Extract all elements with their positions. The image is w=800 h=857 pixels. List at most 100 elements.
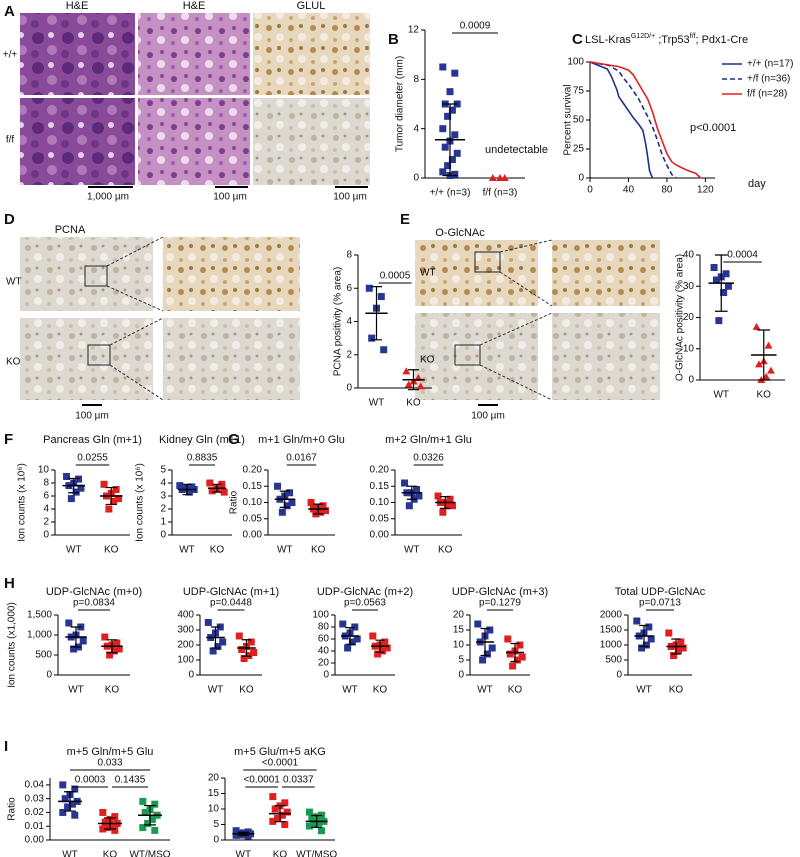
y-tick-label: 100	[567, 57, 584, 68]
data-point	[633, 617, 641, 625]
data-point	[439, 168, 447, 176]
x-tick-label: WT/MSO	[296, 850, 337, 857]
data-point	[383, 644, 391, 652]
y-tick-label: 0	[578, 173, 584, 184]
data-point	[381, 638, 389, 646]
data-point	[144, 819, 152, 827]
data-point	[402, 367, 411, 375]
y-tick-label: 15	[208, 788, 220, 799]
data-point	[413, 486, 421, 493]
data-point	[638, 644, 646, 652]
title-part: f/f	[690, 33, 696, 40]
scale-label: 100 µm	[213, 192, 247, 203]
y-tick-label: 2	[346, 349, 352, 360]
data-point	[474, 620, 482, 628]
data-point	[446, 88, 454, 96]
y-tick-label: 1	[160, 517, 166, 528]
micrograph	[163, 237, 300, 311]
y-tick-label: 20	[318, 658, 330, 669]
data-point	[139, 824, 147, 832]
chart-title: LSL-KrasG12D/+ ;Trp53f/f; Pdx1-Cre	[585, 33, 748, 46]
data-point	[238, 646, 246, 653]
error-bar	[480, 627, 490, 657]
data-point	[240, 655, 248, 662]
y-tick-label: 0.05	[243, 513, 263, 524]
annotation: p<0.0001	[690, 122, 736, 134]
survival-line	[589, 61, 678, 179]
comparison-label: p=0.0713	[639, 598, 681, 609]
y-tick-label: 0.04	[25, 780, 45, 791]
error-bar	[510, 642, 520, 663]
chart-title: m+5 Glu/m+5 aKG	[234, 746, 326, 758]
comparison-label: 0.0326	[413, 453, 444, 464]
data-point	[281, 821, 289, 828]
data-point	[79, 637, 87, 645]
y-tick-label: 10	[208, 804, 220, 815]
data-point	[315, 819, 323, 827]
y-axis-label: PCNA positivity (% area)	[333, 267, 344, 376]
y-axis-label: Ion counts (x 10⁶)	[135, 463, 146, 542]
data-point	[348, 638, 356, 646]
y-tick-label: 4	[346, 316, 352, 327]
x-tick-label: WT	[277, 545, 293, 556]
data-point	[111, 813, 119, 821]
inset-box	[84, 265, 108, 287]
error-bar	[639, 624, 649, 648]
data-point	[710, 264, 718, 271]
y-tick-label: 5	[458, 655, 464, 666]
y-tick-label: 20	[683, 312, 695, 323]
y-tick-label: 10	[453, 640, 465, 651]
data-point	[219, 638, 227, 646]
panel-letter: D	[4, 211, 15, 228]
micrograph	[20, 237, 153, 311]
x-tick-label: KO	[373, 685, 388, 696]
chart-title: Pancreas Gln (m+1)	[43, 434, 142, 446]
data-point	[307, 499, 315, 506]
stain-label: O-GlcNAc	[435, 227, 485, 239]
x-tick-label: 80	[661, 185, 673, 196]
y-tick-label: 500	[35, 650, 52, 661]
y-tick-label: 8	[346, 250, 352, 261]
data-point	[670, 652, 678, 659]
data-point	[415, 492, 423, 500]
scale-label: 1,000 µm	[87, 192, 129, 203]
annotation: undetectable	[485, 144, 548, 156]
y-tick-label: 0	[616, 670, 622, 681]
error-bar	[279, 490, 290, 508]
y-tick-label: 75	[573, 86, 585, 97]
data-point	[110, 497, 118, 505]
x-tick-label: WT	[179, 545, 195, 556]
y-tick-label: 0.15	[243, 481, 263, 492]
data-point	[61, 795, 69, 803]
column-header: H&E	[66, 0, 89, 12]
error-bar	[241, 639, 252, 657]
comparison-label: p=0.0834	[73, 598, 115, 609]
y-tick-label: 1000	[600, 640, 623, 651]
error-bar	[407, 369, 420, 391]
data-point	[141, 808, 149, 816]
comparison-label: 0.0009	[460, 21, 491, 32]
y-tick-label: 0	[160, 530, 166, 541]
y-tick-label: 0.15	[370, 481, 390, 492]
y-tick-label: 4	[160, 478, 166, 489]
error-bar	[370, 285, 383, 341]
legend-label: f/f (n=28)	[747, 89, 787, 100]
y-tick-label: 0	[188, 670, 194, 681]
x-tick-label: f/f (n=3)	[483, 188, 518, 199]
data-point	[720, 289, 728, 296]
y-tick-label: 0	[688, 375, 694, 386]
data-point	[232, 831, 240, 839]
y-tick-label: 1500	[600, 625, 623, 636]
comparison-label: 0.0255	[77, 453, 108, 464]
title-part: ;Trp53	[655, 34, 689, 46]
y-tick-label: 8	[43, 478, 49, 489]
data-point	[99, 825, 107, 833]
y-tick-label: 0.02	[25, 807, 45, 818]
data-point	[405, 502, 413, 510]
y-axis-label: Ratio	[229, 490, 240, 514]
data-point	[250, 649, 258, 656]
y-tick-label: 60	[318, 634, 330, 645]
x-tick-label: WT/MSO	[129, 850, 170, 857]
data-point	[218, 480, 226, 488]
data-point	[674, 647, 682, 655]
